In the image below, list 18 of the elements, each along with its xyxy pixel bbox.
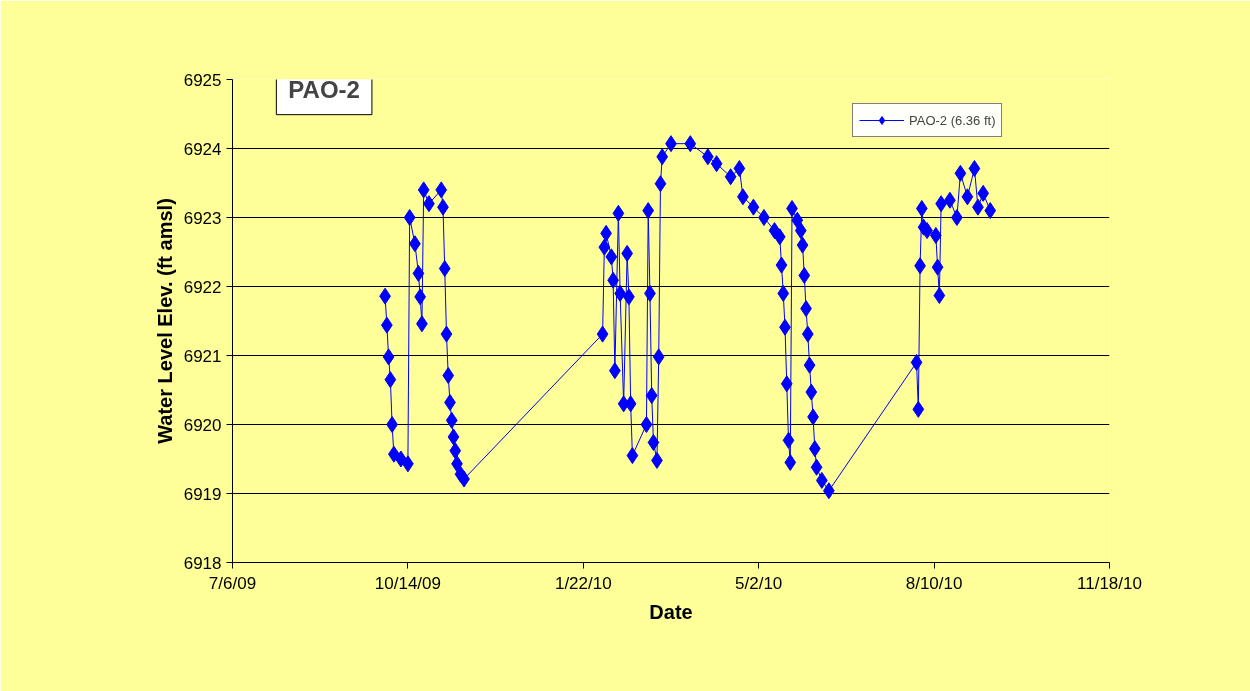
- chart-title: PAO-2: [288, 75, 360, 103]
- y-tick-label: 6919: [183, 484, 222, 504]
- x-tick-label: 5/2/10: [735, 573, 783, 593]
- x-tick-label: 8/10/10: [905, 573, 963, 593]
- y-tick-label: 6922: [183, 277, 222, 297]
- x-tick-label: 11/18/10: [1077, 573, 1142, 593]
- y-tick-label: 6924: [183, 139, 222, 159]
- x-axis-title: Date: [649, 600, 693, 623]
- y-tick-label: 6920: [183, 415, 222, 435]
- x-tick-label: 7/6/09: [208, 573, 257, 593]
- legend-label: PAO-2 (6.36 ft): [909, 112, 996, 128]
- y-tick-label: 6918: [183, 553, 222, 573]
- x-tick-label: 1/22/10: [554, 573, 612, 593]
- y-tick-label: 6921: [183, 346, 222, 366]
- y-tick-label: 6923: [183, 208, 222, 228]
- y-axis-title: Water Level Elev. (ft amsl): [153, 198, 176, 444]
- y-tick-label: 6925: [183, 70, 222, 90]
- x-tick-label: 10/14/09: [374, 573, 441, 593]
